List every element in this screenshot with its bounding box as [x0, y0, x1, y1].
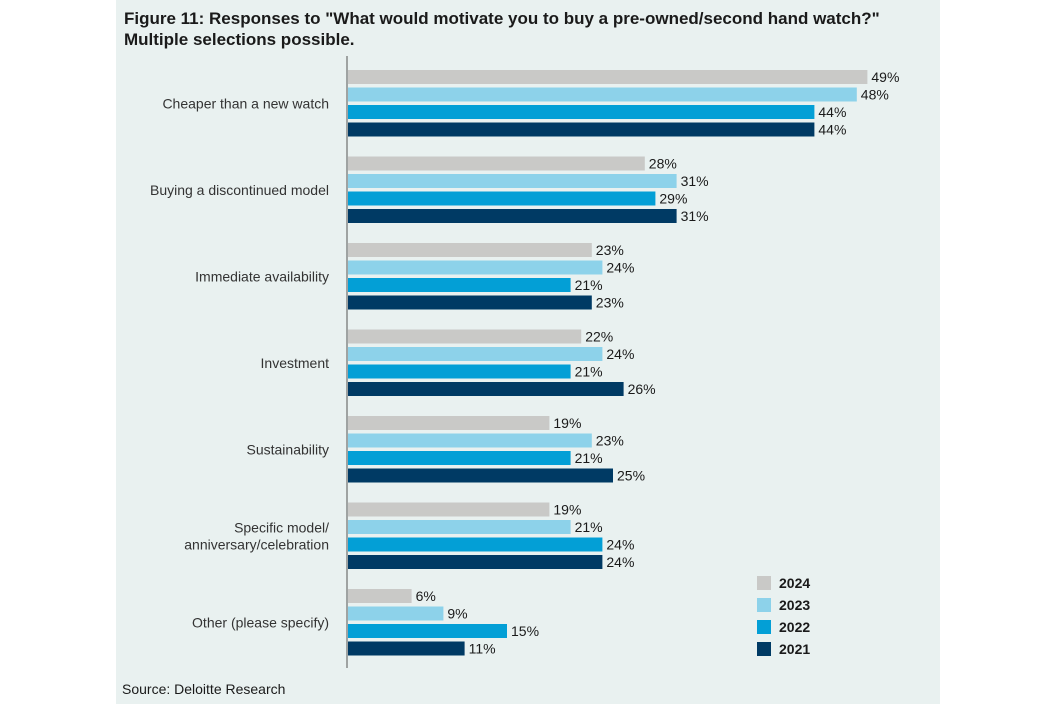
data-label: 23%: [596, 295, 624, 311]
legend-swatch-2024: [757, 576, 771, 590]
bar-2022: [348, 451, 571, 465]
data-label: 26%: [628, 381, 656, 397]
chart-title-line2: Multiple selections possible.: [124, 30, 355, 49]
data-label: 21%: [575, 364, 603, 380]
legend-label: 2021: [779, 641, 810, 657]
data-label: 19%: [553, 415, 581, 431]
data-label: 19%: [553, 502, 581, 518]
data-label: 21%: [575, 277, 603, 293]
data-label: 22%: [585, 329, 613, 345]
data-label: 28%: [649, 156, 677, 172]
data-label: 24%: [606, 346, 634, 362]
category-label: anniversary/celebration: [184, 536, 329, 552]
chart-title: Figure 11: Responses to "What would moti…: [124, 8, 924, 50]
category-label: Investment: [261, 355, 330, 371]
data-label: 11%: [469, 641, 496, 657]
data-label: 21%: [575, 519, 603, 535]
bar-2024: [348, 156, 645, 171]
data-label: 48%: [861, 87, 889, 103]
bar-2022: [348, 364, 571, 379]
legend-swatch-2022: [757, 620, 771, 634]
category-label: Cheaper than a new watch: [162, 95, 329, 111]
bar-2023: [348, 520, 571, 534]
legend-label: 2022: [779, 619, 810, 635]
category-label: Specific model/: [234, 519, 329, 535]
data-label: 49%: [871, 69, 899, 85]
bar-2022: [348, 537, 603, 552]
legend-swatch-2023: [757, 598, 771, 612]
bar-2022: [348, 105, 815, 119]
category-label: Sustainability: [247, 441, 330, 457]
bar-2023: [348, 87, 857, 102]
data-label: 23%: [596, 433, 624, 449]
data-label: 15%: [511, 623, 539, 639]
data-label: 44%: [818, 122, 846, 138]
bar-2022: [348, 191, 656, 206]
bar-2021: [348, 641, 465, 656]
data-label: 29%: [659, 191, 687, 207]
chart-source: Source: Deloitte Research: [122, 681, 286, 697]
data-label: 6%: [416, 588, 436, 604]
bar-2021: [348, 382, 624, 396]
bar-2021: [348, 295, 592, 310]
bar-2023: [348, 347, 603, 361]
bar-2023: [348, 606, 444, 621]
bar-2023: [348, 433, 592, 448]
legend-label: 2023: [779, 597, 810, 613]
bar-2023: [348, 260, 603, 275]
data-label: 23%: [596, 242, 624, 258]
data-label: 31%: [681, 208, 709, 224]
data-label: 24%: [606, 537, 634, 553]
bar-2021: [348, 555, 603, 569]
category-label: Other (please specify): [192, 614, 329, 630]
bar-2022: [348, 278, 571, 292]
bar-2022: [348, 624, 507, 638]
data-label: 24%: [606, 260, 634, 276]
bar-2024: [348, 416, 550, 430]
bar-2024: [348, 502, 550, 517]
bar-2021: [348, 209, 677, 223]
bar-2023: [348, 174, 677, 188]
bar-2021: [348, 122, 815, 137]
data-label: 25%: [617, 468, 645, 484]
bar-2024: [348, 70, 868, 84]
chart-title-line1: Figure 11: Responses to "What would moti…: [124, 9, 880, 28]
legend-swatch-2021: [757, 642, 771, 656]
category-label: Buying a discontinued model: [150, 182, 329, 198]
legend-label: 2024: [779, 575, 810, 591]
data-label: 44%: [818, 104, 846, 120]
bar-chart: Cheaper than a new watch 49% 48% 44% 44% Buyi…: [150, 56, 899, 668]
category-label: Immediate availability: [195, 268, 329, 284]
data-label: 9%: [447, 606, 467, 622]
data-label: 24%: [606, 554, 634, 570]
bar-2021: [348, 468, 613, 483]
data-label: 21%: [575, 450, 603, 466]
bar-2024: [348, 329, 582, 344]
data-label: 31%: [681, 173, 709, 189]
bar-2024: [348, 243, 592, 257]
bar-2024: [348, 589, 412, 603]
